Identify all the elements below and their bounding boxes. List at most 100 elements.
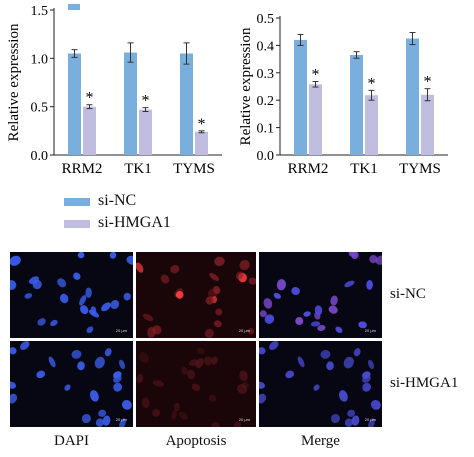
micrograph-si-nc-apoptosis: 20 μm <box>136 252 256 338</box>
bar-si-hmga1-tk1 <box>139 109 152 155</box>
nucleus <box>20 341 30 350</box>
nucleus <box>320 349 331 359</box>
nucleus <box>195 358 204 369</box>
column-label-apoptosis: Apoptosis <box>165 433 227 449</box>
nucleus <box>37 318 46 326</box>
micrograph-background <box>136 252 256 338</box>
nucleus <box>136 373 144 384</box>
nucleus <box>36 370 46 379</box>
nucleus <box>109 252 117 259</box>
y-tick-label: 0.5 <box>257 12 275 27</box>
bar-si-nc-tk1 <box>350 54 363 155</box>
nucleus <box>152 409 161 417</box>
nucleus <box>235 271 244 280</box>
scale-label: 20 μm <box>115 328 127 333</box>
nucleus <box>10 255 21 266</box>
nucleus <box>59 293 69 304</box>
nucleus <box>64 384 71 391</box>
legend-label-si-nc: si-NC <box>98 192 137 209</box>
nucleus <box>348 252 357 258</box>
bar-si-nc-rrm2 <box>68 53 81 155</box>
significance-asterisk: * <box>86 90 94 107</box>
nucleus <box>90 306 97 315</box>
legend-swatch-si-nc <box>64 198 90 206</box>
nucleus <box>119 418 126 427</box>
nucleus <box>362 382 372 392</box>
nucleus <box>313 384 320 391</box>
nucleus <box>152 380 164 387</box>
nucleus <box>344 280 355 288</box>
nucleus <box>339 390 348 402</box>
x-tick-label: RRM2 <box>62 161 103 177</box>
micrograph-background <box>259 341 382 427</box>
nucleus <box>259 381 266 389</box>
nucleus <box>139 352 149 363</box>
nucleus <box>142 313 154 322</box>
nucleus <box>113 375 122 383</box>
micrograph-si-hmga1-apoptosis: 20 μm <box>136 341 256 427</box>
bar-si-hmga1-tyms <box>421 94 434 155</box>
nucleus <box>79 294 87 306</box>
scale-label: 20 μm <box>238 417 250 422</box>
column-label-dapi: DAPI <box>53 433 89 449</box>
nucleus <box>211 356 218 365</box>
nucleus <box>126 255 133 265</box>
nucleus <box>10 381 17 389</box>
scale-label: 20 μm <box>364 417 376 422</box>
nucleus <box>368 359 374 370</box>
nucleus <box>208 288 218 299</box>
nucleus <box>141 397 150 408</box>
significance-asterisk: * <box>312 67 320 84</box>
nucleus <box>239 260 250 271</box>
micrograph-image <box>259 341 382 427</box>
row-label-si-nc: si-NC <box>390 286 426 302</box>
nucleus <box>269 341 279 350</box>
x-tick-label: TYMS <box>173 161 215 177</box>
micrograph-si-hmga1-dapi: 20 μm <box>10 341 133 427</box>
scale-label: 20 μm <box>364 328 376 333</box>
bar-si-nc-tk1 <box>124 52 137 155</box>
nucleus <box>48 356 56 368</box>
nucleus <box>205 296 214 305</box>
legend-label-si-hmga1: si-HMGA1 <box>98 214 171 231</box>
nucleus <box>303 311 311 317</box>
bar-si-nc-rrm2 <box>294 39 307 155</box>
nucleus <box>57 278 67 288</box>
nucleus <box>213 320 222 328</box>
nucleus <box>173 402 180 412</box>
y-tick-label: 0.0 <box>31 149 49 164</box>
legend: si-NC si-HMGA1 <box>64 192 264 237</box>
y-tick-label: 0.3 <box>257 67 275 82</box>
nucleus <box>123 292 131 301</box>
column-label-merge: Merge <box>301 433 340 449</box>
bar-chart-left: 0.0 0.5 1.0 1.5 Relative expression * RRM2 * TK1… <box>6 4 222 177</box>
nucleus <box>110 300 120 309</box>
micrograph-image <box>259 252 382 338</box>
nucleus <box>32 279 42 290</box>
nucleus <box>310 321 321 327</box>
nucleus <box>211 422 220 427</box>
nucleus <box>77 252 85 259</box>
nucleus <box>233 421 242 427</box>
nucleus <box>80 305 89 315</box>
y-tick-label: 0.0 <box>257 149 275 164</box>
nucleus <box>370 400 381 410</box>
nucleus <box>326 361 334 371</box>
nucleus <box>187 369 196 380</box>
y-axis-label: Relative expression <box>238 27 254 145</box>
nucleus <box>50 319 58 327</box>
nucleus <box>247 328 255 335</box>
x-tick-label: TK1 <box>124 161 152 177</box>
nucleus <box>264 314 275 324</box>
nucleus <box>90 390 99 402</box>
nucleus <box>215 308 223 316</box>
nucleus <box>369 255 378 264</box>
x-tick-label: RRM2 <box>288 161 329 177</box>
nucleus <box>213 286 221 294</box>
nucleus <box>181 367 188 375</box>
x-tick-label: TK1 <box>350 161 378 177</box>
nucleus <box>248 277 256 285</box>
nucleus <box>351 415 360 426</box>
micrograph-image <box>10 341 133 427</box>
